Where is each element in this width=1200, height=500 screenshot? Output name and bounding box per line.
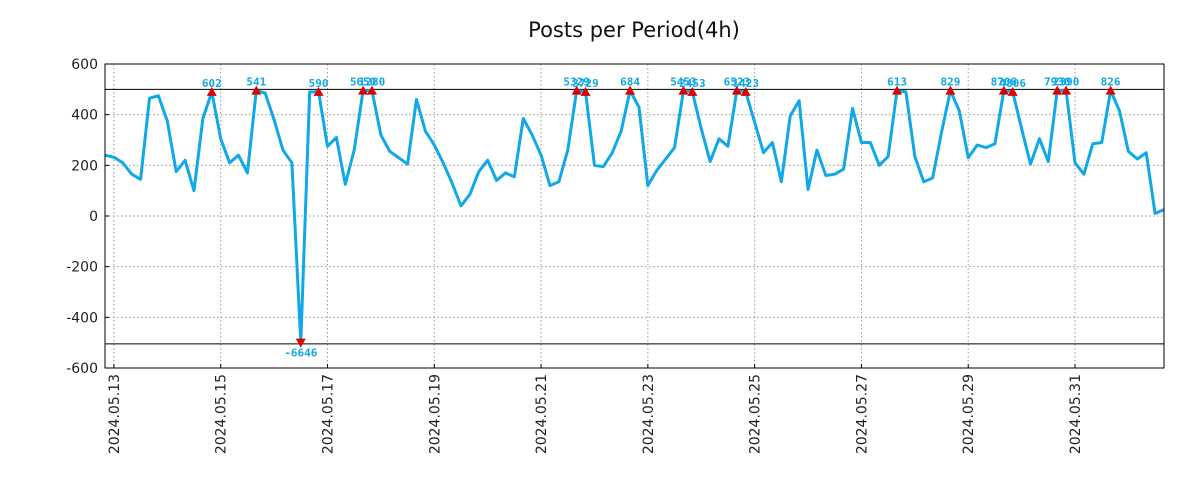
peak-label: 1280 xyxy=(359,76,386,89)
x-tick-label: 2024.05.29 xyxy=(961,374,977,454)
trough-label: -6646 xyxy=(284,347,317,360)
peak-label: 4806 xyxy=(999,77,1026,90)
x-tick-label: 2024.05.15 xyxy=(214,374,230,454)
peak-label: 5329 xyxy=(563,76,590,89)
y-tick-label: -600 xyxy=(66,361,98,377)
y-tick-label: 400 xyxy=(71,108,98,124)
peak-label: 8706 xyxy=(991,76,1018,89)
peak-marker xyxy=(1007,86,1018,96)
peak-marker xyxy=(580,86,591,96)
series-line-posts xyxy=(104,89,1165,345)
trough-marker xyxy=(295,338,306,348)
peak-marker xyxy=(366,85,377,95)
chart-title: Posts per Period(4h) xyxy=(528,18,740,42)
peak-marker xyxy=(740,86,751,96)
peak-label: 3729 xyxy=(572,77,599,90)
x-tick-label: 2024.05.27 xyxy=(854,374,870,454)
peak-marker xyxy=(625,85,636,95)
axis-labels: 600 400 200 0 -200 -400 -600 2024.05.13 2024.05.… xyxy=(66,57,1084,454)
x-tick-label: 2024.05.13 xyxy=(107,374,123,454)
peak-marker xyxy=(251,85,262,95)
x-tick-label: 2024.05.23 xyxy=(641,374,657,454)
peak-marker xyxy=(678,85,689,95)
grid-layer xyxy=(105,64,1164,368)
peak-label: 829 xyxy=(940,76,960,89)
y-tick-label: 600 xyxy=(71,57,98,73)
peak-label: 541 xyxy=(246,76,266,89)
peak-marker xyxy=(1052,85,1063,95)
peak-marker xyxy=(945,85,956,95)
peak-marker xyxy=(206,86,217,96)
peak-marker xyxy=(571,85,582,95)
peak-label: 2390 xyxy=(1053,76,1080,89)
x-tick-label: 2024.05.25 xyxy=(748,374,764,454)
peak-marker xyxy=(1061,85,1072,95)
peak-marker xyxy=(1105,85,1116,95)
series-layer xyxy=(104,89,1165,345)
peak-label: 5650 xyxy=(350,76,377,89)
y-tick-label: 0 xyxy=(89,209,98,225)
x-tick-label: 2024.05.21 xyxy=(534,374,550,454)
peak-marker xyxy=(313,86,324,96)
x-tick-label: 2024.05.19 xyxy=(427,374,443,454)
peak-label: 5453 xyxy=(670,76,697,89)
peak-label: 590 xyxy=(309,77,329,90)
peak-label: 2453 xyxy=(679,77,706,90)
y-tick-label: -200 xyxy=(66,260,98,276)
y-tick-label: 200 xyxy=(71,158,98,174)
x-tick-label: 2024.05.17 xyxy=(320,374,336,454)
peak-label: 7930 xyxy=(1044,76,1071,89)
threshold-lines xyxy=(105,88,1164,345)
peak-label: 613 xyxy=(887,76,907,89)
peak-label: 6523 xyxy=(724,76,751,89)
peak-marker xyxy=(892,85,903,95)
peak-label: 1423 xyxy=(732,77,759,90)
peak-label: 684 xyxy=(620,76,640,89)
peak-marker xyxy=(998,85,1009,95)
peak-label: 602 xyxy=(202,77,222,90)
peak-marker xyxy=(731,85,742,95)
peak-marker xyxy=(687,86,698,96)
peak-marker xyxy=(358,85,369,95)
peak-label: 826 xyxy=(1101,76,1121,89)
x-tick-label: 2024.05.31 xyxy=(1068,374,1084,454)
y-tick-label: -400 xyxy=(66,310,98,326)
